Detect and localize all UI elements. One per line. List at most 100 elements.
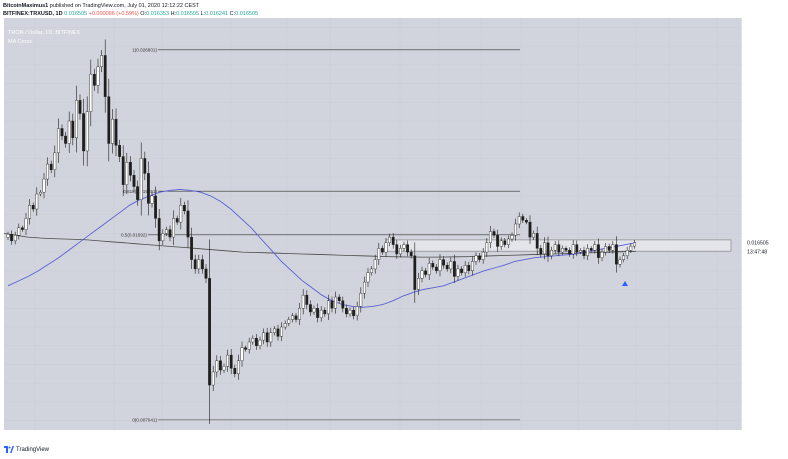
symbol-name[interactable]: BITFINEX:TRXUSD, 1D <box>3 11 63 17</box>
time-tick-label: 25 <box>478 434 484 440</box>
candle-up <box>510 235 514 240</box>
candle-up <box>532 233 536 238</box>
axis-layer: 0.028000 0.027000 0.026000 0.025000 0.024000… <box>31 18 767 440</box>
watermark-title: TRON / Dollar, 1D, BITFINEX <box>8 30 81 36</box>
candle-down <box>190 236 193 260</box>
candle-down <box>121 156 125 185</box>
candle-up <box>215 360 219 373</box>
candle-down <box>154 195 157 219</box>
candle-up <box>471 261 474 272</box>
price-tick-label: 0.010000 <box>746 362 767 368</box>
candle-up <box>517 216 521 225</box>
candle-up <box>85 111 89 152</box>
candle-up <box>550 250 554 257</box>
footer-branding: TradingView <box>4 446 49 453</box>
candle-up <box>35 193 39 210</box>
candle-down <box>103 55 107 97</box>
candle-up <box>319 309 323 318</box>
candle-up <box>100 55 104 67</box>
price-tick-label: 0.014000 <box>746 288 767 294</box>
fib-level-label: 0.5(0.01692) <box>121 233 148 238</box>
candle-down <box>204 268 208 279</box>
candle-up <box>499 240 503 247</box>
candle-up <box>363 281 366 294</box>
candle-up <box>402 244 406 249</box>
time-tick-label: 15 <box>575 434 581 440</box>
candle-down <box>337 296 341 301</box>
price-tick-label: 0.027000 <box>746 44 767 50</box>
candle-down <box>557 244 561 253</box>
candle-up <box>629 245 633 251</box>
plot-area[interactable] <box>4 18 742 430</box>
candle-up <box>226 354 229 367</box>
candle-down <box>92 73 96 86</box>
candle-up <box>287 319 291 324</box>
last-price-tag <box>743 238 783 247</box>
candle-up <box>618 259 622 265</box>
candle-down <box>146 173 150 204</box>
price-tick-label: 0.020000 <box>746 175 767 181</box>
candle-up <box>571 244 575 255</box>
candle-up <box>269 332 273 343</box>
candle-down <box>546 242 550 257</box>
candle-down <box>442 259 445 266</box>
candle-up <box>96 66 100 86</box>
candle-up <box>348 309 352 315</box>
candle-up <box>593 244 597 251</box>
candle-down <box>413 255 417 290</box>
candle-up <box>13 235 17 242</box>
candle-down <box>200 259 204 270</box>
candle-down <box>323 309 327 315</box>
candle-down <box>114 118 118 146</box>
candle-up <box>561 248 564 253</box>
candle-up <box>489 231 492 243</box>
price-tick-label: 0.023000 <box>746 119 767 125</box>
candle-up <box>481 251 485 260</box>
chart-header: BitcoinMaximus1 published on TradingView… <box>3 2 783 18</box>
candle-down <box>564 248 568 251</box>
price-tick-label: 0.026000 <box>746 63 767 69</box>
candle-up <box>373 259 377 270</box>
candle-up <box>222 366 226 371</box>
candle-up <box>240 347 244 361</box>
candle-down <box>78 100 82 114</box>
candle-down <box>193 259 197 270</box>
author-name[interactable]: BitcoinMaximus1 <box>3 3 49 9</box>
candle-up <box>463 265 467 273</box>
candle-down <box>143 158 147 174</box>
candle-up <box>600 251 604 258</box>
price-tick-label: 0.024000 <box>746 100 767 106</box>
candle-down <box>381 248 384 253</box>
candle-up <box>298 308 301 320</box>
candle-down <box>132 175 136 187</box>
candle-down <box>229 354 233 369</box>
time-tick-label: 13 <box>714 434 720 440</box>
price-tags-layer: 0.016505 13:47:48 <box>622 238 783 286</box>
candle-down <box>575 244 579 253</box>
candle-down <box>21 227 24 230</box>
candle-up <box>622 255 626 260</box>
time-tick-label: 29 <box>633 434 639 440</box>
candle-down <box>478 255 481 260</box>
candle-up <box>312 308 316 313</box>
price-tick-label: 0.025000 <box>746 82 767 88</box>
candle-up <box>420 270 424 279</box>
time-tick-label: Apr <box>283 434 291 440</box>
candle-down <box>535 233 539 249</box>
publish-text: published on TradingView.com, July 01, 2… <box>49 3 200 9</box>
candle-up <box>39 191 42 195</box>
time-tick-label: 16 <box>228 434 234 440</box>
candle-up <box>384 242 388 253</box>
arrow-up-icon <box>622 280 628 286</box>
open-value: 0.016353 <box>146 11 170 17</box>
tradingview-logo-icon <box>4 446 14 453</box>
candle-down <box>539 248 543 255</box>
candle-down <box>157 218 161 242</box>
candle-up <box>164 229 168 234</box>
candle-up <box>53 152 57 170</box>
candle-up <box>262 332 265 341</box>
price-tick-label: 0.022000 <box>746 138 767 144</box>
candle-up <box>258 339 262 346</box>
time-tick-label: Mar <box>158 434 167 440</box>
